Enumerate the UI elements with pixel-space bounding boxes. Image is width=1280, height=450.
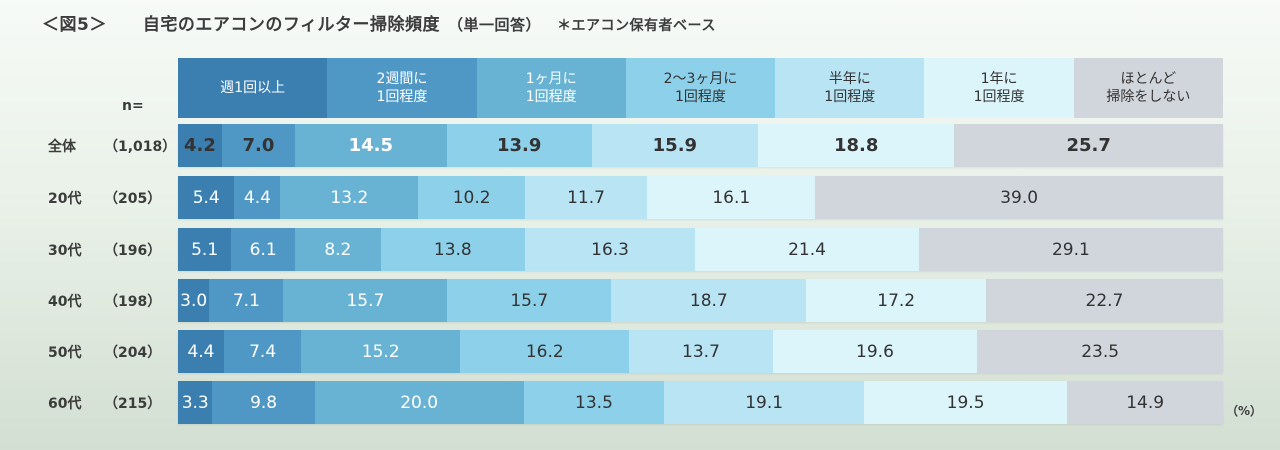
stacked-bar: 5.1 6.1 8.2 13.8 16.3 21.4 29.1 xyxy=(178,228,1223,271)
bar-segment: 14.5 xyxy=(295,124,447,167)
bar-segment: 3.0 xyxy=(178,279,210,322)
stacked-bar: 3.3 9.8 20.0 13.5 19.1 19.5 14.9 xyxy=(178,381,1223,424)
figure-label: ＜図5＞ xyxy=(42,15,107,35)
row-label: 40代 xyxy=(48,294,82,310)
bar-segment: 13.9 xyxy=(446,124,592,167)
sample-size-header: n= xyxy=(122,98,144,114)
bar-segment: 15.7 xyxy=(283,279,448,322)
bar-segment: 7.0 xyxy=(221,124,296,167)
bar-segment: 15.9 xyxy=(591,124,758,167)
bar-segment: 16.1 xyxy=(647,176,816,219)
row-sample-size: （205） xyxy=(104,191,162,207)
bar-segment: 5.1 xyxy=(178,228,232,271)
row-label: 20代 xyxy=(48,191,82,207)
bar-segment: 4.4 xyxy=(178,330,224,373)
bar-segment: 4.4 xyxy=(234,176,281,219)
bar-segment: 9.8 xyxy=(212,381,315,424)
legend-item-3: 1ヶ月に 1回程度 xyxy=(476,58,626,118)
legend-item-5: 半年に 1回程度 xyxy=(775,58,925,118)
bar-segment: 13.7 xyxy=(629,330,773,373)
bar-segment: 22.7 xyxy=(985,279,1223,322)
bar-segment: 16.3 xyxy=(524,228,696,271)
row-sample-size: （198） xyxy=(104,294,162,310)
row-label: 60代 xyxy=(48,396,82,412)
title-main: 自宅のエアコンのフィルター掃除頻度 xyxy=(142,15,441,35)
row-label: 50代 xyxy=(48,345,82,361)
legend-item-4: 2～3ヶ月に 1回程度 xyxy=(625,58,776,118)
bar-segment: 14.9 xyxy=(1067,381,1223,424)
row-sample-size: （196） xyxy=(104,243,162,259)
bar-segment: 4.2 xyxy=(178,124,222,167)
legend-item-1: 週1回以上 xyxy=(178,58,328,118)
stacked-bar: 4.2 7.0 14.5 13.9 15.9 18.8 25.7 xyxy=(178,124,1223,167)
bar-segment: 23.5 xyxy=(977,330,1223,373)
bar-segment: 15.2 xyxy=(301,330,461,373)
unit-label: （%） xyxy=(1226,404,1263,418)
stacked-bar: 4.4 7.4 15.2 16.2 13.7 19.6 23.5 xyxy=(178,330,1223,373)
row-label: 30代 xyxy=(48,243,82,259)
bar-segment: 21.4 xyxy=(695,228,919,271)
bar-segment: 20.0 xyxy=(314,381,524,424)
bar-segment: 6.1 xyxy=(231,228,296,271)
legend-item-6: 1年に 1回程度 xyxy=(924,58,1074,118)
row-sample-size: （1,018） xyxy=(104,139,177,155)
chart-title: ＜図5＞ 自宅のエアコンのフィルター掃除頻度 （単一回答） ＊エアコン保有者ベース xyxy=(42,10,716,35)
title-sub: （単一回答） xyxy=(448,16,542,34)
legend: 週1回以上 2週間に 1回程度 1ヶ月に 1回程度 2～3ヶ月に 1回程度 半年に 1回… xyxy=(178,58,1223,118)
bar-segment: 13.2 xyxy=(280,176,419,219)
bar-segment: 19.5 xyxy=(863,381,1068,424)
legend-item-2: 2週間に 1回程度 xyxy=(327,58,477,118)
bar-segment: 8.2 xyxy=(295,228,381,271)
bar-segment: 15.7 xyxy=(447,279,612,322)
legend-item-7: ほとんど 掃除をしない xyxy=(1073,58,1223,118)
bar-segment: 7.1 xyxy=(209,279,284,322)
bar-segment: 19.1 xyxy=(664,381,864,424)
bar-segment: 17.2 xyxy=(806,279,986,322)
row-sample-size: （204） xyxy=(104,345,162,361)
bar-segment: 18.7 xyxy=(611,279,807,322)
bar-segment: 5.4 xyxy=(178,176,235,219)
title-note: ＊エアコン保有者ベース xyxy=(557,18,716,34)
bar-segment: 19.6 xyxy=(772,330,978,373)
stacked-bar: 5.4 4.4 13.2 10.2 11.7 16.1 39.0 xyxy=(178,176,1223,219)
bar-segment: 13.8 xyxy=(380,228,525,271)
bar-segment: 11.7 xyxy=(524,176,648,219)
row-sample-size: （215） xyxy=(104,396,162,412)
bar-segment: 39.0 xyxy=(815,176,1223,219)
stacked-bar: 3.0 7.1 15.7 15.7 18.7 17.2 22.7 xyxy=(178,279,1223,322)
bar-segment: 3.3 xyxy=(178,381,213,424)
bar-segment: 13.5 xyxy=(523,381,665,424)
bar-segment: 7.4 xyxy=(223,330,302,373)
row-label: 全体 xyxy=(48,139,76,155)
bar-segment: 25.7 xyxy=(954,124,1223,167)
bar-segment: 10.2 xyxy=(418,176,525,219)
bar-segment: 18.8 xyxy=(757,124,955,167)
bar-segment: 29.1 xyxy=(918,228,1223,271)
bar-segment: 16.2 xyxy=(460,330,630,373)
